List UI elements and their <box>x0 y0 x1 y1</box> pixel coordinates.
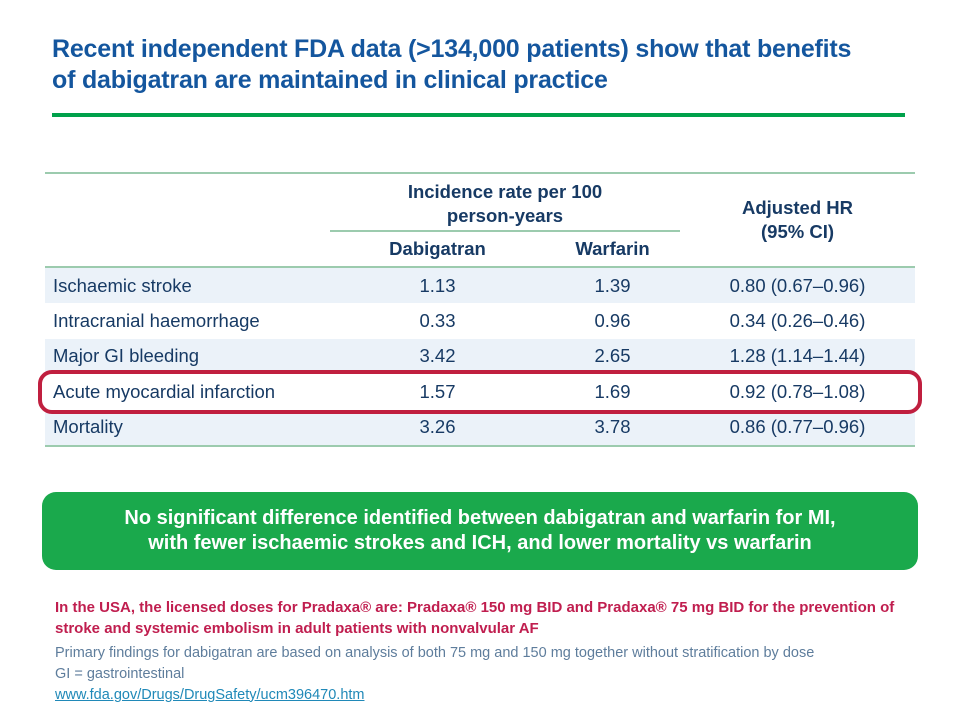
incidence-group-header-line1: Incidence rate per 100 <box>407 181 603 203</box>
warfarin-value-cell: 3.78 <box>594 416 631 438</box>
callout-line2: with fewer ischaemic strokes and ICH, an… <box>148 532 812 554</box>
warfarin-value-cell: 2.65 <box>594 345 631 367</box>
adjusted-hr-cell: 0.80 (0.67–0.96) <box>729 274 866 296</box>
footnote-licensing: In the USA, the licensed doses for Prada… <box>55 599 895 638</box>
outcome-cell: Mortality <box>53 416 123 438</box>
adjusted-hr-cell: 0.34 (0.26–0.46) <box>729 310 866 332</box>
table-row-ischaemic-stroke: Ischaemic stroke 1.13 1.39 0.80 (0.67–0.… <box>45 268 915 304</box>
adjusted-hr-cell: 0.86 (0.77–0.96) <box>729 416 866 438</box>
column-header-warfarin: Warfarin <box>575 238 650 259</box>
table-row-major-gi-bleeding: Major GI bleeding 3.42 2.65 1.28 (1.14–1… <box>45 338 915 375</box>
header-spacer-cell <box>45 174 330 266</box>
table-body: Ischaemic stroke 1.13 1.39 0.80 (0.67–0.… <box>45 268 915 447</box>
incidence-group-underline <box>330 230 680 232</box>
callout-banner: No significant difference identified bet… <box>42 492 918 570</box>
title-underline-rule <box>52 113 905 117</box>
source-link[interactable]: www.fda.gov/Drugs/DrugSafety/ucm396470.h… <box>55 686 365 703</box>
table-row-intracranial-haemorrhage: Intracranial haemorrhage 0.33 0.96 0.34 … <box>45 303 915 338</box>
warfarin-value-cell: 1.69 <box>594 380 631 402</box>
table-row-acute-myocardial-infarction: Acute myocardial infarction 1.57 1.69 0.… <box>45 374 915 409</box>
outcome-cell: Major GI bleeding <box>53 345 200 367</box>
incidence-column-group: Incidence rate per 100 person-years Dabi… <box>330 174 680 266</box>
incidence-group-header-line2: person-years <box>446 204 564 226</box>
column-header-dabigatran: Dabigatran <box>389 238 486 259</box>
warfarin-value-cell: 1.39 <box>594 274 631 296</box>
footnotes: In the USA, the licensed doses for Prada… <box>55 597 910 706</box>
footnote-analysis-note: Primary findings for dabigatran are base… <box>55 644 815 661</box>
table-row-mortality: Mortality 3.26 3.78 0.86 (0.77–0.96) <box>45 409 915 445</box>
callout-line1: No significant difference identified bet… <box>124 507 836 529</box>
outcome-cell: Intracranial haemorrhage <box>53 310 260 332</box>
outcome-cell: Ischaemic stroke <box>53 274 192 296</box>
dabigatran-value-cell: 3.26 <box>419 416 456 438</box>
dabigatran-value-cell: 3.42 <box>419 345 456 367</box>
outcomes-table: Incidence rate per 100 person-years Dabi… <box>45 172 915 447</box>
table-header: Incidence rate per 100 person-years Dabi… <box>45 172 915 268</box>
adjusted-hr-header-line2: (95% CI) <box>761 221 834 242</box>
column-header-adjusted-hr: Adjusted HR (95% CI) <box>680 174 915 266</box>
adjusted-hr-cell: 1.28 (1.14–1.44) <box>729 345 866 367</box>
dabigatran-value-cell: 1.57 <box>419 380 456 402</box>
warfarin-value-cell: 0.96 <box>594 310 631 332</box>
dabigatran-value-cell: 0.33 <box>419 310 456 332</box>
outcome-cell: Acute myocardial infarction <box>53 380 276 402</box>
footnote-abbreviation: GI = gastrointestinal <box>55 665 185 682</box>
treatment-subheader-row: Dabigatran Warfarin <box>330 232 680 266</box>
slide-title: Recent independent FDA data (>134,000 pa… <box>52 35 852 94</box>
incidence-group-header: Incidence rate per 100 person-years <box>330 174 680 230</box>
adjusted-hr-header-line1: Adjusted HR <box>742 196 853 218</box>
adjusted-hr-cell: 0.92 (0.78–1.08) <box>729 380 866 402</box>
dabigatran-value-cell: 1.13 <box>419 274 456 296</box>
